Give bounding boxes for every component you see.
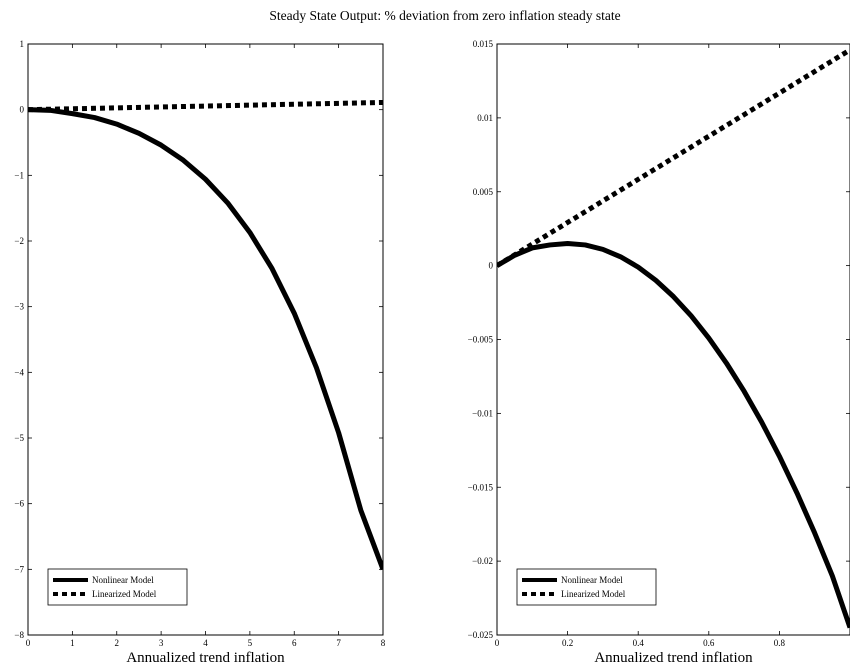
y-tick-label: −1 — [14, 170, 24, 180]
y-tick-label: 1 — [20, 39, 25, 49]
x-tick-label: 0.2 — [562, 638, 573, 648]
x-tick-label: 5 — [248, 638, 253, 648]
x-tick-label: 0.8 — [774, 638, 786, 648]
figure-title: Steady State Output: % deviation from ze… — [269, 8, 620, 23]
legend-box — [516, 568, 657, 606]
x-tick-label: 8 — [381, 638, 386, 648]
legend-entry-label: Linearized Model — [92, 589, 157, 599]
y-tick-label: 0.015 — [473, 39, 494, 49]
y-tick-label: −4 — [14, 367, 24, 377]
x-tick-label: 6 — [292, 638, 297, 648]
nonlinear-model-line — [28, 107, 383, 571]
y-tick-label: −8 — [14, 630, 24, 640]
plot-area-frame — [496, 43, 850, 636]
legend-entry-label: Nonlinear Model — [92, 575, 154, 585]
legend-entry-label: Linearized Model — [561, 589, 626, 599]
y-tick-label: −0.005 — [468, 335, 494, 345]
linearized-model-line — [497, 47, 850, 268]
x-tick-label: 4 — [203, 638, 208, 648]
y-tick-label: −3 — [14, 302, 24, 312]
legend-entry-label: Nonlinear Model — [561, 575, 623, 585]
x-tick-label: 7 — [336, 638, 341, 648]
x-tick-label: 1 — [70, 638, 75, 648]
nonlinear-model-line — [497, 240, 850, 629]
y-tick-label: −6 — [14, 499, 24, 509]
y-tick-label: −0.025 — [468, 630, 494, 640]
y-tick-label: −0.02 — [472, 556, 493, 566]
y-tick-label: 0 — [20, 105, 25, 115]
left-chart-panel: 0 1 2 3 4 5 6 7 8 1 0 −1 −2 −3 −4 −5 −6 −7 −8 Annualized tr… — [14, 39, 385, 666]
right-chart-panel: 0 0.2 0.4 0.6 0.8 0.015 0.01 0.005 0 −0.005 −0.01 −… — [468, 39, 850, 666]
x-axis-label: Annualized trend inflation — [594, 650, 753, 666]
x-tick-label: 0 — [26, 638, 31, 648]
x-axis-label: Annualized trend inflation — [126, 650, 285, 666]
y-tick-label: −0.01 — [472, 408, 493, 418]
x-tick-label: 0 — [495, 638, 500, 648]
x-tick-label: 0.4 — [633, 638, 645, 648]
x-tick-label: 0.6 — [703, 638, 715, 648]
x-tick-label: 3 — [159, 638, 164, 648]
y-tick-label: 0 — [489, 261, 494, 271]
y-tick-label: −5 — [14, 433, 24, 443]
plot-area-frame — [27, 43, 384, 636]
legend-box — [47, 568, 188, 606]
y-tick-label: −0.015 — [468, 482, 494, 492]
y-tick-label: 0.01 — [477, 113, 493, 123]
x-tick-label: 2 — [115, 638, 120, 648]
y-tick-label: −2 — [14, 236, 24, 246]
y-tick-label: 0.005 — [473, 187, 494, 197]
y-tick-label: −7 — [14, 564, 24, 574]
